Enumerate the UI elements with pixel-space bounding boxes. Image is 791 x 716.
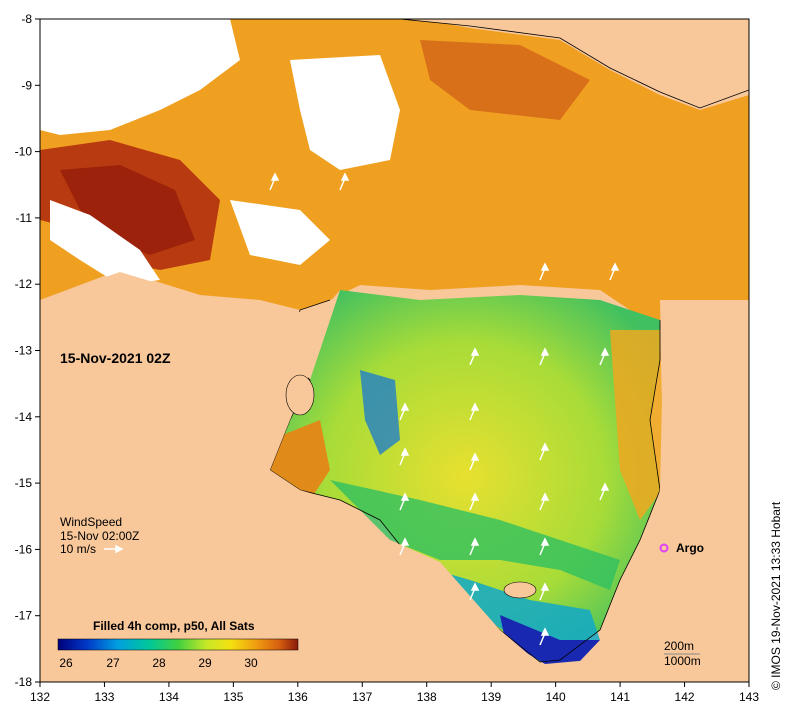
contour-label-200m: 200m [664,639,694,653]
colorbar-tick-label: 30 [244,656,258,670]
x-tick-label: 135 [223,690,243,704]
y-tick-label: -12 [15,277,33,291]
cloud-mask [40,19,240,135]
timestamp-label: 15-Nov-2021 02Z [60,350,171,366]
png-land [400,19,749,108]
colorbar [57,638,299,651]
y-tick-label: -13 [15,344,33,358]
wind-title: WindSpeed [60,515,122,529]
arnhem-land [40,272,560,682]
contour-label-1000m: 1000m [664,654,701,668]
colorbar-title: Filled 4h comp, p50, All Sats [93,619,255,633]
gulf-blue-patch [360,370,400,455]
x-tick-label: 136 [288,690,308,704]
wind-arrow [469,582,480,601]
y-tick-label: -10 [15,145,33,159]
wind-arrow [599,347,610,366]
x-tick-label: 141 [610,690,630,704]
x-tick-label: 134 [159,690,179,704]
cloud-mask-4 [230,200,330,265]
y-axis: -8 -9 -10 -11 -12 -13 -14 -15 -16 -17 -18 [15,12,40,689]
x-tick-label: 143 [739,690,759,704]
wind-arrow [399,447,410,466]
wind-vectors [269,172,620,646]
wind-arrow [539,537,550,556]
cloud-mask-2 [290,55,400,170]
wind-arrow [469,492,480,511]
wind-arrow [269,172,280,191]
png-coast [399,19,749,109]
x-tick-label: 142 [675,690,695,704]
y-tick-label: -11 [16,211,33,225]
wind-arrow [539,442,550,461]
gulf-green-band [330,480,620,590]
wind-arrow [399,402,410,421]
x-tick-label: 138 [417,690,437,704]
x-tick-label: 133 [94,690,114,704]
argo-marker [659,543,669,553]
wind-arrow [539,347,550,366]
wind-arrow [609,262,620,281]
wind-arrow [539,582,550,601]
wind-arrow [469,347,480,366]
x-tick-label: 137 [352,690,372,704]
wind-arrow [599,482,610,501]
wind-arrow [539,627,550,646]
wind-arrow [539,492,550,511]
wind-arrow [399,537,410,556]
y-tick-label: -14 [15,410,33,424]
gulf-east-strip [610,330,662,520]
y-tick-label: -8 [21,12,32,26]
x-tick-label: 140 [546,690,566,704]
colorbar-tick-label: 26 [59,656,73,670]
cloud-mask-3 [50,200,160,285]
x-tick-label: 139 [481,690,501,704]
colorbar-ticks: 26 27 28 29 30 [59,656,258,670]
y-tick-label: -9 [21,78,32,92]
wind-scale-label: 10 m/s [60,542,96,556]
warm-patch-3 [420,40,590,120]
wind-arrow [339,172,350,191]
x-tick-label: 132 [30,690,50,704]
y-tick-label: -16 [15,542,33,556]
warm-patch-2 [60,165,195,255]
island [285,374,315,416]
wind-arrow [469,402,480,421]
colorbar-tick-label: 29 [198,656,212,670]
wind-time: 15-Nov 02:00Z [60,529,139,543]
y-tick-label: -18 [15,675,33,689]
island-2 [503,581,537,599]
y-tick-label: -17 [15,609,33,623]
wind-arrow [469,537,480,556]
colorbar-tick-label: 28 [152,656,166,670]
wind-scale-arrow [104,544,124,554]
credit-label: © IMOS 19-Nov-2021 13:33 Hobart [769,501,783,690]
wind-arrow [469,452,480,471]
cape-york [560,300,749,682]
x-axis: 132 133 134 135 136 137 138 139 140 141 142 143 [30,682,759,704]
wind-arrow [399,492,410,511]
argo-label: Argo [676,541,704,555]
wind-arrow [539,262,550,281]
colorbar-tick-label: 27 [106,656,120,670]
y-tick-label: -15 [15,476,33,490]
